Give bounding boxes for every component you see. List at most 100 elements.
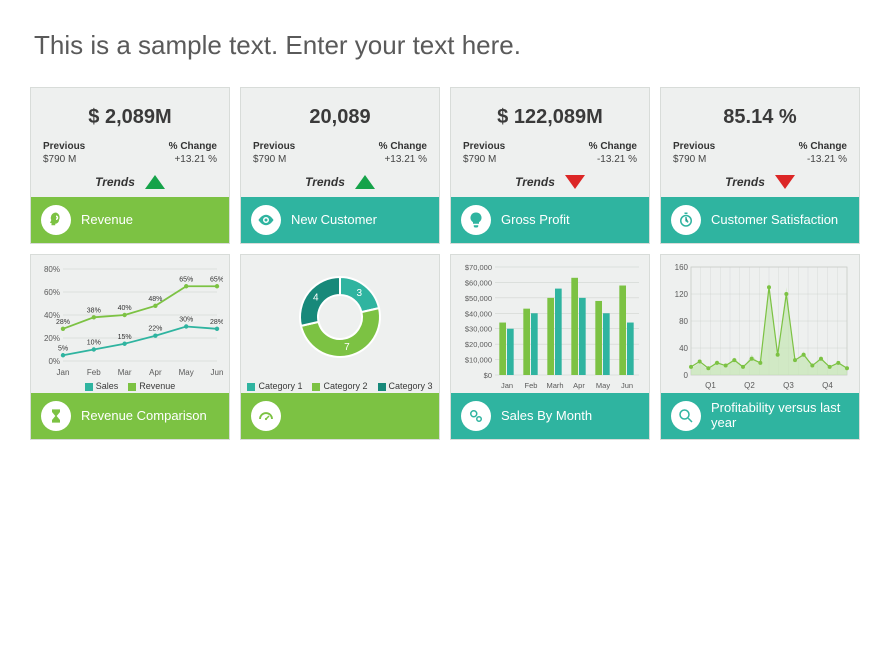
svg-text:40%: 40% xyxy=(118,305,132,312)
chart-legend: SalesRevenue xyxy=(37,381,223,391)
trend-up-icon xyxy=(145,175,165,189)
svg-text:Q2: Q2 xyxy=(744,381,755,390)
svg-text:7: 7 xyxy=(344,342,350,353)
kpi-label: Gross Profit xyxy=(501,213,570,228)
stopwatch-icon xyxy=(671,205,701,235)
chart-label: Profitability versus last year xyxy=(711,401,849,431)
kpi-prev-label: Previous xyxy=(43,141,85,152)
svg-text:3: 3 xyxy=(357,288,363,299)
gauge-icon xyxy=(251,401,281,431)
svg-text:Jan: Jan xyxy=(57,368,70,377)
chart-label: Revenue Comparison xyxy=(81,409,207,424)
svg-text:Mar: Mar xyxy=(118,368,132,377)
chart-card-sales-by-month: $0 $10,000 $20,000 $30,000 $40,000 $50,000 $60… xyxy=(450,254,650,440)
svg-text:120: 120 xyxy=(675,290,689,299)
svg-text:5%: 5% xyxy=(58,345,68,352)
bar-chart: $0 $10,000 $20,000 $30,000 $40,000 $50,000 $60… xyxy=(457,261,643,391)
svg-text:28%: 28% xyxy=(56,319,70,326)
svg-text:$20,000: $20,000 xyxy=(465,340,492,349)
eye-icon xyxy=(251,205,281,235)
kpi-footer: New Customer xyxy=(241,197,439,243)
donut-chart: 3 7 4 xyxy=(247,261,433,379)
kpi-footer: Revenue xyxy=(31,197,229,243)
svg-text:Q1: Q1 xyxy=(705,381,716,390)
line-chart: 0% 20% 40% 60% 80% Jan Feb Mar Apr May Jun 5% 10% 15%… xyxy=(37,261,223,379)
dashboard-grid: $ 2,089M Previous % Change $790 M +13.21 %… xyxy=(30,87,840,440)
svg-text:40: 40 xyxy=(679,344,688,353)
kpi-card-grossprofit: $ 122,089M Previous% Change $790 M-13.21… xyxy=(450,87,650,244)
svg-text:Apr: Apr xyxy=(573,381,585,390)
search-icon xyxy=(671,401,701,431)
svg-text:10%: 10% xyxy=(87,340,101,347)
chart-card-profitability: 0 40 80 120 160 Q1 Q2 Q3 Q4 Profitability versus… xyxy=(660,254,860,440)
svg-text:30%: 30% xyxy=(179,317,193,324)
svg-text:Feb: Feb xyxy=(525,381,538,390)
svg-text:$50,000: $50,000 xyxy=(465,294,492,303)
head-icon xyxy=(41,205,71,235)
spike-chart: 0 40 80 120 160 Q1 Q2 Q3 Q4 xyxy=(667,261,853,391)
svg-text:May: May xyxy=(179,368,194,377)
svg-text:28%: 28% xyxy=(210,319,223,326)
svg-text:65%: 65% xyxy=(179,276,193,283)
kpi-label: Revenue xyxy=(81,213,133,228)
svg-text:$70,000: $70,000 xyxy=(465,263,492,272)
svg-text:48%: 48% xyxy=(148,296,162,303)
chart-card-revenue-comparison: 0% 20% 40% 60% 80% Jan Feb Mar Apr May Jun 5% 10% 15%… xyxy=(30,254,230,440)
bulb-icon xyxy=(461,205,491,235)
svg-text:Apr: Apr xyxy=(149,368,162,377)
svg-text:22%: 22% xyxy=(148,326,162,333)
svg-text:4: 4 xyxy=(313,293,319,304)
gears-icon xyxy=(461,401,491,431)
svg-text:60%: 60% xyxy=(44,288,60,297)
chart-legend: Category 1Category 2Category 3 xyxy=(247,381,433,391)
svg-text:0%: 0% xyxy=(48,357,60,366)
kpi-footer: Customer Satisfaction xyxy=(661,197,859,243)
hourglass-icon xyxy=(41,401,71,431)
kpi-change-value: +13.21 % xyxy=(174,154,217,165)
trend-up-icon xyxy=(355,175,375,189)
kpi-change-label: % Change xyxy=(169,141,217,152)
kpi-card-revenue: $ 2,089M Previous % Change $790 M +13.21 %… xyxy=(30,87,230,244)
trend-down-icon xyxy=(775,175,795,189)
chart-footer: Sales By Month xyxy=(451,393,649,439)
svg-text:Marh: Marh xyxy=(546,381,563,390)
svg-text:Q3: Q3 xyxy=(783,381,794,390)
svg-text:$60,000: $60,000 xyxy=(465,278,492,287)
svg-text:$10,000: $10,000 xyxy=(465,356,492,365)
kpi-value: 85.14 % xyxy=(673,106,847,129)
svg-text:15%: 15% xyxy=(118,334,132,341)
svg-text:20%: 20% xyxy=(44,334,60,343)
kpi-value: 20,089 xyxy=(253,106,427,129)
kpi-prev-value: $790 M xyxy=(43,154,76,165)
kpi-card-satisfaction: 85.14 % Previous% Change $790 M-13.21 % … xyxy=(660,87,860,244)
trend-label: Trends xyxy=(95,175,135,189)
svg-text:80: 80 xyxy=(679,317,688,326)
chart-footer: Revenue Comparison xyxy=(31,393,229,439)
chart-label: Sales By Month xyxy=(501,409,592,424)
svg-text:80%: 80% xyxy=(44,265,60,274)
svg-text:$0: $0 xyxy=(484,371,492,380)
svg-text:Jun: Jun xyxy=(211,368,223,377)
kpi-label: New Customer xyxy=(291,213,377,228)
svg-text:$30,000: $30,000 xyxy=(465,325,492,334)
svg-text:Jan: Jan xyxy=(501,381,513,390)
chart-footer xyxy=(241,393,439,439)
svg-text:0: 0 xyxy=(684,371,689,380)
kpi-value: $ 122,089M xyxy=(463,106,637,129)
svg-text:Q4: Q4 xyxy=(822,381,833,390)
kpi-value: $ 2,089M xyxy=(43,106,217,129)
trend-down-icon xyxy=(565,175,585,189)
kpi-label: Customer Satisfaction xyxy=(711,213,838,228)
chart-card-donut: 3 7 4 Category 1Category 2Category 3 xyxy=(240,254,440,440)
svg-text:38%: 38% xyxy=(87,307,101,314)
svg-text:$40,000: $40,000 xyxy=(465,309,492,318)
svg-text:65%: 65% xyxy=(210,276,223,283)
kpi-card-newcustomer: 20,089 Previous% Change $790 M+13.21 % T… xyxy=(240,87,440,244)
chart-footer: Profitability versus last year xyxy=(661,393,859,439)
svg-text:Jun: Jun xyxy=(621,381,633,390)
svg-text:160: 160 xyxy=(675,263,689,272)
svg-text:Feb: Feb xyxy=(87,368,101,377)
page-title: This is a sample text. Enter your text h… xyxy=(34,30,840,61)
kpi-footer: Gross Profit xyxy=(451,197,649,243)
svg-text:May: May xyxy=(596,381,610,390)
